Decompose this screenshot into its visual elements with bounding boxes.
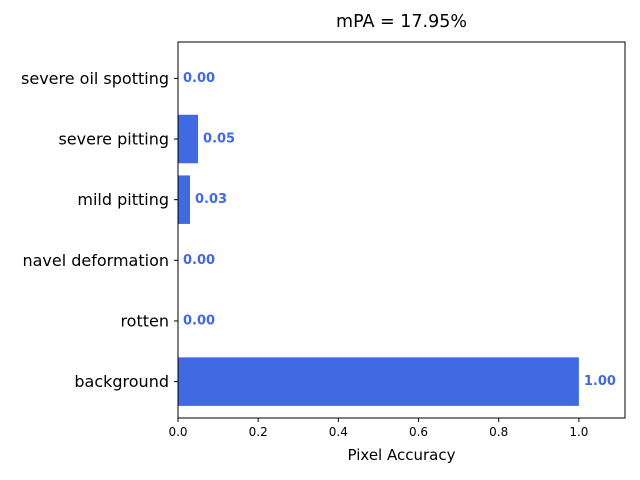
bar	[178, 357, 579, 406]
x-tick-label: 0.6	[409, 425, 428, 439]
x-axis-label: Pixel Accuracy	[347, 446, 456, 464]
data-label: 1.00	[584, 374, 616, 389]
data-label: 0.00	[183, 313, 215, 328]
y-tick-label: severe pitting	[58, 130, 169, 149]
x-tick-label: 0.4	[329, 425, 348, 439]
data-label: 0.00	[183, 253, 215, 268]
x-tick-label: 1.0	[569, 425, 588, 439]
y-tick-label: rotten	[120, 311, 169, 330]
plot-frame	[177, 41, 626, 419]
bar	[178, 114, 199, 164]
x-tick-label: 0.8	[489, 425, 508, 439]
data-label: 0.00	[183, 71, 215, 86]
bar	[178, 175, 191, 224]
x-tick-label: 0.2	[249, 425, 268, 439]
data-label: 0.03	[195, 192, 227, 207]
chart-title: mPA = 17.95%	[336, 12, 467, 32]
y-tick-label: mild pitting	[77, 190, 169, 209]
y-tick-label: navel deformation	[22, 251, 169, 270]
data-label: 0.05	[203, 132, 235, 147]
x-tick-label: 0.0	[168, 425, 187, 439]
y-tick-label: background	[74, 372, 169, 391]
y-tick-label: severe oil spotting	[21, 69, 169, 88]
